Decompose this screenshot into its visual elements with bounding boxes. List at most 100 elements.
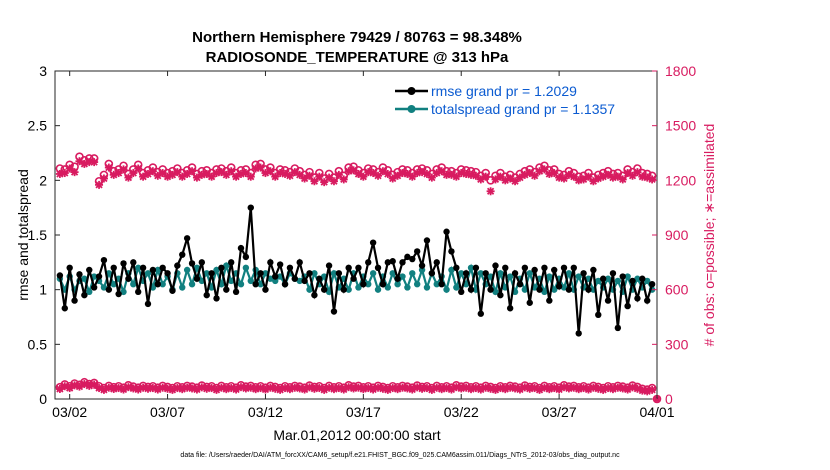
totalspread-point: [551, 286, 558, 293]
rmse-point: [223, 286, 230, 293]
rmse-point: [208, 270, 215, 277]
rmse-point: [369, 239, 377, 246]
obs-assimilated-point: [241, 169, 250, 178]
rmse-point: [95, 273, 103, 280]
rmse-point: [232, 288, 240, 296]
totalspread-point: [418, 266, 426, 274]
legend-spread-marker: [407, 105, 416, 113]
rmse-point: [438, 281, 445, 288]
y-left-tick-label: 0.5: [28, 336, 48, 352]
rmse-point: [262, 286, 269, 293]
rmse-point: [536, 286, 543, 293]
rmse-point: [169, 287, 176, 294]
rmse-point: [404, 253, 411, 261]
rmse-point: [497, 291, 504, 299]
totalspread-point: [311, 270, 318, 277]
rmse-point: [345, 264, 352, 271]
rmse-point: [110, 264, 117, 271]
y-left-tick-label: 1: [39, 282, 47, 298]
y-left-tick-label: 3: [39, 63, 47, 79]
plot-area: [54, 70, 658, 400]
totalspread-point: [81, 275, 88, 282]
rmse-point: [139, 264, 147, 271]
chart-title-line-1: Northern Hemisphere 79429 / 80763 = 98.3…: [192, 29, 522, 46]
totalspread-point: [374, 286, 382, 293]
totalspread-point: [624, 273, 631, 280]
rmse-point: [81, 291, 88, 299]
rmse-point: [56, 272, 64, 279]
obs-assimilated-point: [99, 174, 108, 183]
y-left-tick-label: 0: [39, 391, 47, 407]
rmse-point: [154, 281, 161, 288]
totalspread-point: [614, 277, 622, 285]
totalspread-point: [409, 270, 416, 277]
y-axis-left: 0 0.5 1 1.5 2 2.5 3: [28, 63, 60, 407]
rmse-point: [291, 275, 299, 282]
rmse-point: [516, 281, 524, 288]
rmse-point: [560, 264, 568, 271]
totalspread-point: [120, 288, 127, 296]
totalspread-point: [399, 273, 406, 280]
totalspread-point: [257, 281, 264, 288]
totalspread-point: [227, 277, 235, 285]
obs-assimilated-point: [339, 175, 348, 184]
totalspread-point: [135, 264, 142, 271]
rmse-point: [580, 270, 587, 277]
y-right-tick-label: 600: [665, 282, 689, 298]
y-left-tick-label: 2: [39, 172, 47, 188]
rmse-point: [644, 297, 651, 304]
totalspread-point: [203, 270, 210, 277]
rmse-point: [365, 259, 372, 266]
totalspread-point: [595, 277, 602, 285]
rmse-point: [384, 259, 392, 266]
rmse-point: [492, 262, 499, 269]
totalspread-point: [365, 281, 372, 288]
totalspread-point: [193, 264, 201, 271]
obs-assimilated-point: [60, 169, 69, 178]
totalspread-point: [242, 264, 250, 271]
data-file-footnote: data file: /Users/raeder/DAI/ATM_forcXX/…: [180, 452, 620, 459]
x-tick-label: 03/12: [248, 404, 283, 420]
rmse-point: [526, 299, 533, 306]
rmse-point: [555, 283, 563, 290]
rmse-point: [281, 281, 289, 288]
totalspread-point: [355, 284, 362, 291]
rmse-point: [267, 259, 274, 266]
rmse-point: [198, 259, 206, 266]
totalspread-point: [223, 262, 230, 269]
rmse-point: [135, 288, 142, 296]
totalspread-point: [389, 270, 396, 277]
rmse-point: [619, 273, 626, 280]
rmse-point: [502, 264, 509, 271]
obs-assimilated-point: [486, 187, 495, 196]
totalspread-point: [506, 273, 514, 280]
rmse-point: [551, 266, 558, 274]
obs-assimilated-point: [648, 175, 657, 184]
totalspread-point: [159, 281, 166, 288]
totalspread-point: [154, 266, 161, 274]
rmse-point: [325, 262, 333, 269]
rmse-point: [252, 281, 259, 288]
obs-assimilated-point: [75, 382, 84, 391]
y-right-tick-label: 900: [665, 227, 689, 243]
obs-assimilated-point: [178, 172, 187, 181]
rmse-point: [149, 266, 157, 274]
totalspread-point: [384, 284, 392, 291]
rmse-point: [257, 270, 264, 277]
obs-assimilated-point: [70, 168, 79, 177]
rmse-point: [462, 270, 470, 277]
rmse-point: [125, 275, 132, 282]
obs-count-layer: [55, 152, 662, 404]
legend: rmse grand pr = 1.2029 totalspread grand…: [395, 83, 615, 117]
rmse-point: [482, 270, 489, 277]
x-tick-label: 03/22: [444, 404, 479, 420]
rmse-point: [340, 286, 347, 293]
totalspread-point: [575, 273, 582, 280]
rmse-point: [276, 261, 284, 268]
rmse-point: [379, 281, 387, 288]
obs-assimilated-point: [329, 177, 338, 186]
x-axis-label: Mar.01,2012 00:00:00 start: [273, 427, 440, 443]
rmse-point: [624, 302, 631, 310]
rmse-point: [575, 330, 582, 337]
